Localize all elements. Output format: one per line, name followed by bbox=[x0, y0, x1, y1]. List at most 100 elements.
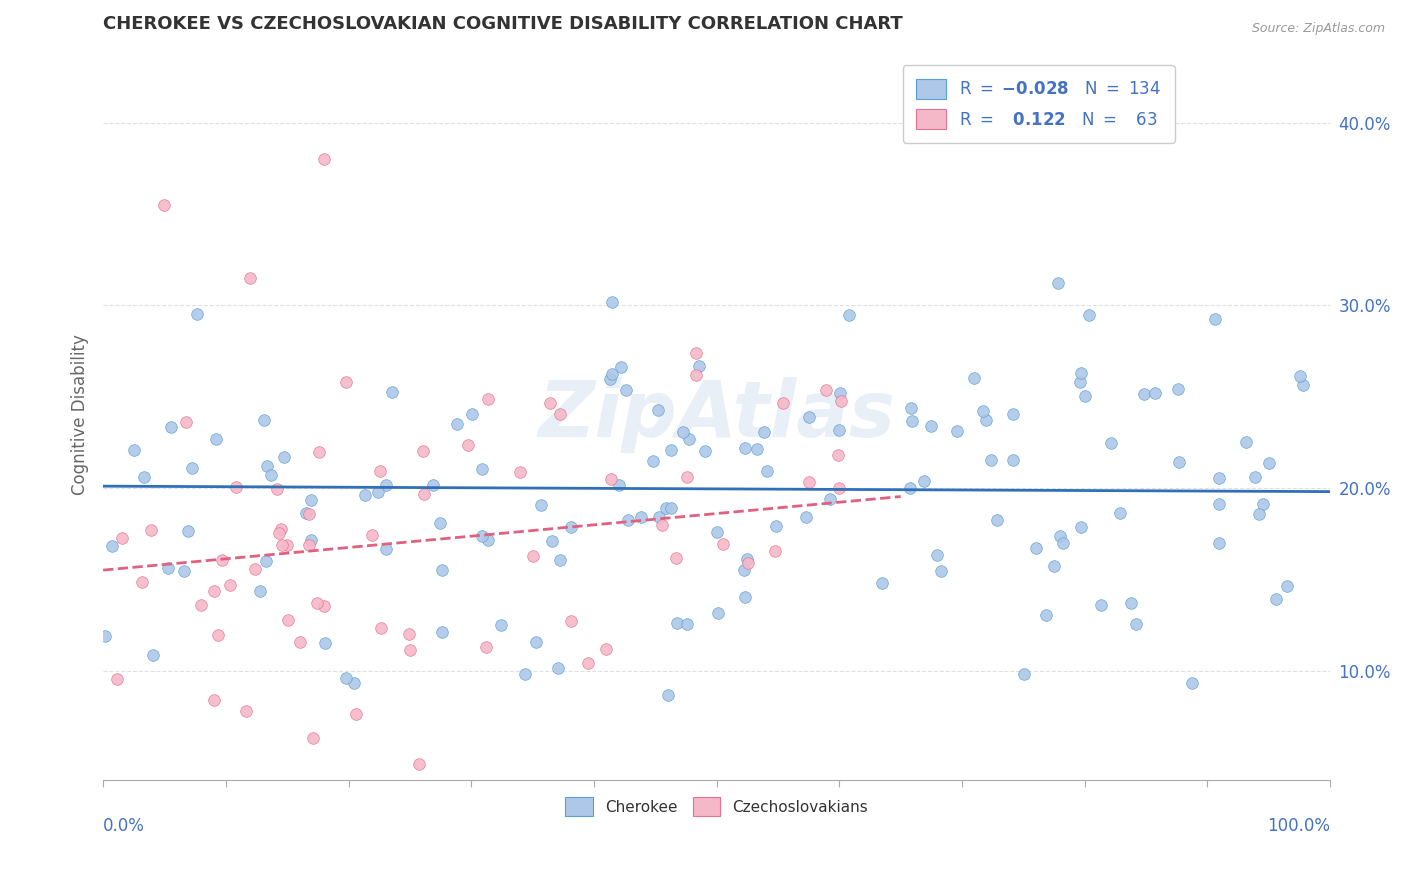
Point bbox=[1204, 312, 1226, 326]
Point bbox=[239, 271, 262, 285]
Point bbox=[1035, 608, 1057, 623]
Point bbox=[1012, 667, 1035, 681]
Point bbox=[1251, 498, 1274, 512]
Point bbox=[912, 474, 935, 488]
Point bbox=[733, 563, 755, 577]
Text: Source: ZipAtlas.com: Source: ZipAtlas.com bbox=[1251, 22, 1385, 36]
Point bbox=[94, 630, 117, 644]
Point bbox=[412, 444, 434, 458]
Point bbox=[335, 671, 357, 685]
Point bbox=[607, 477, 630, 491]
Point bbox=[207, 627, 229, 641]
Point bbox=[946, 425, 969, 439]
Point bbox=[745, 442, 768, 457]
Point bbox=[219, 577, 242, 591]
Point bbox=[666, 615, 689, 630]
Point bbox=[711, 537, 734, 551]
Point bbox=[734, 591, 756, 605]
Point bbox=[651, 517, 673, 532]
Point bbox=[471, 529, 494, 543]
Point bbox=[524, 635, 547, 649]
Point bbox=[548, 407, 571, 421]
Point bbox=[1070, 520, 1092, 534]
Point bbox=[134, 469, 156, 483]
Point bbox=[446, 417, 468, 431]
Point bbox=[898, 481, 921, 495]
Point bbox=[1288, 369, 1310, 384]
Point bbox=[1208, 471, 1230, 485]
Point bbox=[655, 501, 678, 516]
Point bbox=[235, 704, 257, 718]
Point bbox=[1143, 386, 1166, 401]
Point bbox=[797, 410, 820, 425]
Point bbox=[765, 544, 787, 558]
Point bbox=[344, 706, 367, 721]
Point bbox=[1125, 616, 1147, 631]
Point bbox=[688, 359, 710, 374]
Point bbox=[678, 432, 700, 446]
Point bbox=[522, 549, 544, 563]
Point bbox=[925, 548, 948, 562]
Point bbox=[1047, 276, 1070, 290]
Point bbox=[314, 636, 336, 650]
Point bbox=[260, 468, 283, 483]
Point bbox=[616, 383, 638, 397]
Point bbox=[477, 533, 499, 547]
Point bbox=[1025, 541, 1047, 555]
Point bbox=[343, 676, 366, 690]
Point bbox=[429, 516, 451, 530]
Point bbox=[962, 371, 984, 385]
Point bbox=[870, 576, 893, 591]
Point bbox=[299, 533, 322, 547]
Point bbox=[794, 509, 817, 524]
Point bbox=[1167, 455, 1189, 469]
Point bbox=[101, 539, 124, 553]
Point bbox=[225, 480, 247, 494]
Point bbox=[972, 404, 994, 418]
Point bbox=[610, 360, 633, 375]
Point bbox=[641, 454, 664, 468]
Point bbox=[827, 448, 849, 462]
Point bbox=[600, 367, 623, 381]
Point bbox=[381, 384, 404, 399]
Point bbox=[509, 465, 531, 479]
Point bbox=[398, 626, 420, 640]
Point bbox=[1167, 382, 1189, 396]
Point bbox=[1001, 407, 1024, 421]
Point bbox=[676, 616, 699, 631]
Point bbox=[1234, 435, 1257, 450]
Point bbox=[560, 615, 582, 629]
Point bbox=[735, 552, 758, 566]
Point bbox=[685, 368, 707, 382]
Point bbox=[271, 538, 294, 552]
Point bbox=[186, 307, 208, 321]
Point bbox=[661, 501, 683, 516]
Point bbox=[408, 757, 430, 772]
Point bbox=[672, 425, 695, 440]
Point bbox=[202, 693, 225, 707]
Point bbox=[302, 731, 325, 745]
Point bbox=[139, 524, 162, 538]
Point bbox=[1244, 469, 1267, 483]
Point bbox=[1099, 436, 1122, 450]
Point bbox=[461, 408, 484, 422]
Point bbox=[900, 401, 922, 416]
Point bbox=[664, 551, 686, 566]
Point bbox=[1247, 507, 1270, 521]
Point bbox=[1090, 598, 1112, 612]
Point bbox=[299, 492, 322, 507]
Point bbox=[617, 513, 640, 527]
Point bbox=[312, 599, 335, 614]
Point bbox=[538, 396, 561, 410]
Point bbox=[1052, 535, 1074, 549]
Point bbox=[1275, 579, 1298, 593]
Point bbox=[828, 423, 851, 437]
Point bbox=[648, 509, 671, 524]
Point bbox=[398, 643, 420, 657]
Point bbox=[1208, 498, 1230, 512]
Point bbox=[360, 528, 382, 542]
Point bbox=[180, 461, 202, 475]
Point bbox=[1049, 529, 1071, 543]
Point bbox=[422, 478, 444, 492]
Point bbox=[814, 384, 837, 398]
